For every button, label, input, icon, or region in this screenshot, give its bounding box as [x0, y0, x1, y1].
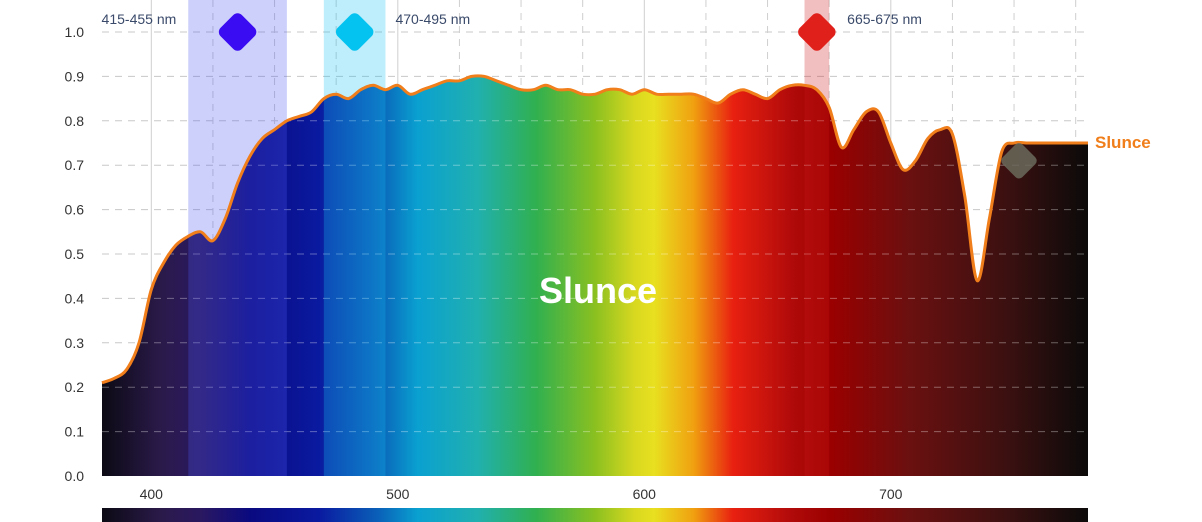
y-tick-label: 0.3 — [65, 335, 85, 351]
center-label: Slunce — [539, 270, 657, 311]
y-tick-label: 0.2 — [65, 379, 85, 395]
y-tick-label: 0.0 — [65, 468, 85, 484]
band-marker — [218, 13, 257, 51]
band-highlight — [804, 0, 830, 476]
y-tick-label: 0.7 — [65, 157, 85, 173]
band-marker — [335, 13, 374, 51]
y-tick-label: 0.9 — [65, 68, 85, 84]
band-marker — [798, 13, 836, 51]
wavelength-bands — [188, 0, 836, 476]
band-highlight — [323, 0, 386, 476]
band-label: 470-495 nm — [395, 11, 470, 27]
series-line — [101, 74, 1088, 385]
band-label: 665-675 nm — [847, 11, 922, 27]
series-line-slunce — [101, 74, 1088, 385]
band-highlight — [188, 0, 287, 476]
y-tick-label: 0.4 — [65, 290, 85, 306]
y-tick-label: 0.5 — [65, 246, 85, 262]
labels: 415-455 nm 470-495 nm 665-675 nm Slunce Slun… — [102, 11, 1151, 311]
y-tick-label: 1.0 — [65, 24, 85, 40]
y-tick-label: 0.6 — [65, 202, 85, 218]
spectrum-area — [102, 75, 1088, 476]
y-tick-label: 0.8 — [65, 113, 85, 129]
y-tick-label: 0.1 — [65, 424, 85, 440]
x-tick-label: 600 — [633, 486, 657, 502]
x-tick-label: 500 — [386, 486, 410, 502]
end-marker — [1001, 143, 1037, 179]
x-tick-label: 700 — [879, 486, 903, 502]
series-name-label: Slunce — [1095, 133, 1151, 152]
band-label: 415-455 nm — [102, 11, 177, 27]
spectrum-strip — [102, 508, 1088, 522]
axes: 0.0 0.1 0.2 0.3 0.4 0.5 0.6 0.7 0.8 0.9 1.0 400 500 6… — [65, 24, 1088, 522]
x-tick-label: 400 — [140, 486, 164, 502]
spectrum-fill — [102, 75, 1088, 476]
